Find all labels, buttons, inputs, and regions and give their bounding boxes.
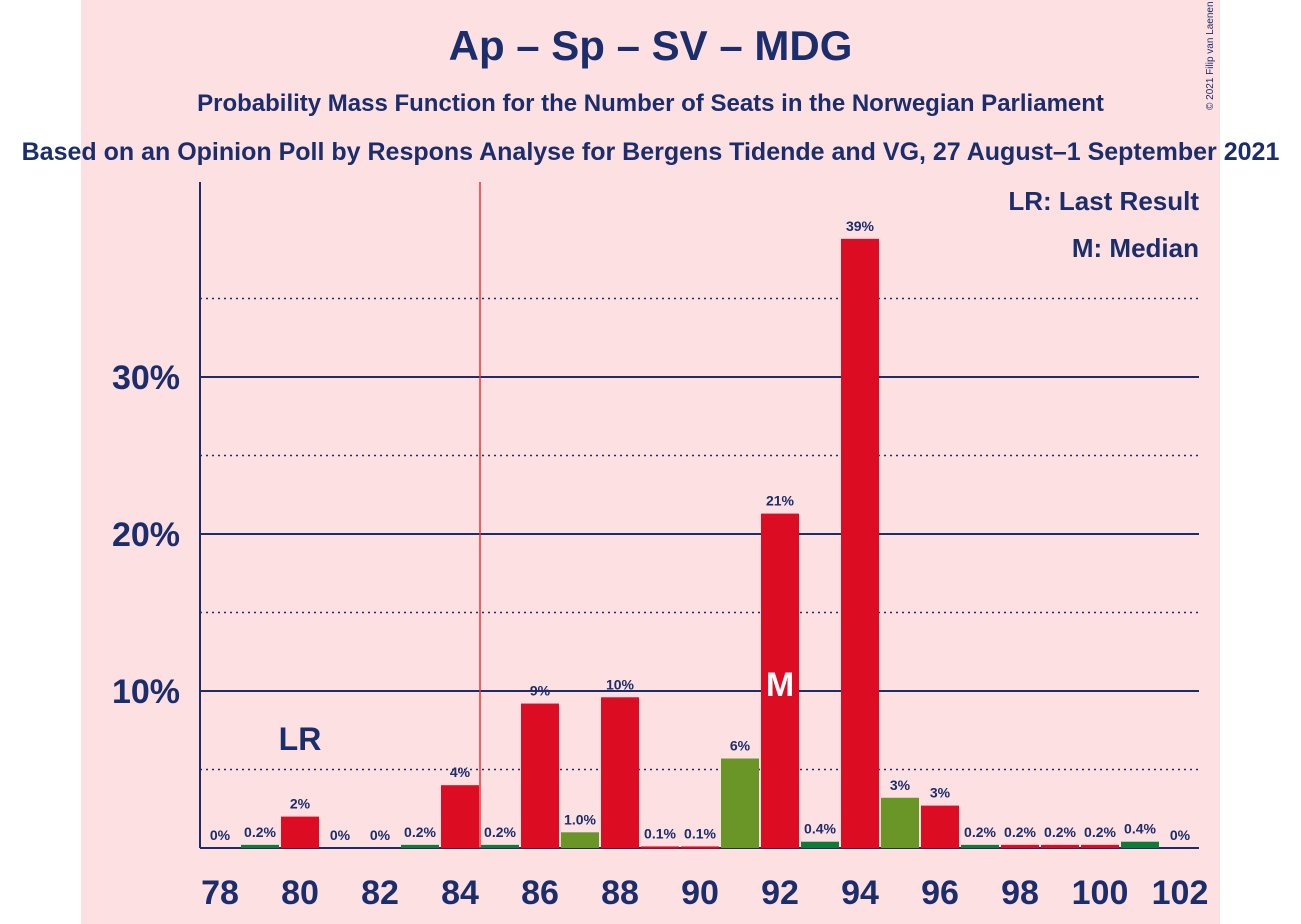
bar-seat-80 bbox=[281, 816, 319, 848]
bar-data-label: 10% bbox=[606, 676, 635, 692]
bar-data-label: 0.2% bbox=[244, 824, 276, 840]
bar-seat-101 bbox=[1121, 841, 1159, 848]
bar-seat-100 bbox=[1081, 844, 1119, 848]
last-result-marker: LR bbox=[279, 721, 322, 757]
x-tick-label: 92 bbox=[761, 874, 799, 912]
bar-seat-95 bbox=[881, 797, 919, 848]
median-marker: M bbox=[766, 666, 794, 704]
x-tick-label: 90 bbox=[681, 874, 719, 912]
bar-data-label: 0.2% bbox=[1044, 824, 1076, 840]
bar-data-label: 0.2% bbox=[1004, 824, 1036, 840]
bar-data-label: 0.4% bbox=[804, 821, 836, 837]
x-tick-label: 94 bbox=[841, 874, 879, 912]
bar-data-label: 0.1% bbox=[684, 825, 716, 841]
x-tick-label: 102 bbox=[1152, 874, 1209, 912]
bar-data-label: 21% bbox=[766, 493, 795, 509]
bar-seat-99 bbox=[1041, 844, 1079, 848]
bar-seat-98 bbox=[1001, 844, 1039, 848]
bar-seat-87 bbox=[561, 832, 599, 848]
x-tick-label: 96 bbox=[921, 874, 959, 912]
bar-data-label: 0% bbox=[330, 827, 351, 843]
bar-data-label: 3% bbox=[890, 777, 911, 793]
bar-seat-83 bbox=[401, 844, 439, 848]
bar-data-label: 0% bbox=[1170, 827, 1191, 843]
bar-seat-92 bbox=[761, 513, 799, 848]
bar-data-label: 6% bbox=[730, 738, 751, 754]
bar-data-label: 0.2% bbox=[964, 824, 996, 840]
y-tick-label: 30% bbox=[112, 359, 180, 397]
bar-seat-91 bbox=[721, 758, 759, 848]
bar-seat-94 bbox=[841, 238, 879, 849]
bar-data-label: 0.2% bbox=[1084, 824, 1116, 840]
bar-data-label: 0% bbox=[210, 827, 231, 843]
y-tick-label: 10% bbox=[112, 673, 180, 711]
bar-data-label: 9% bbox=[530, 683, 551, 699]
bar-data-label: 0% bbox=[370, 827, 391, 843]
bar-seat-85 bbox=[481, 844, 519, 848]
bar-data-label: 0.1% bbox=[644, 825, 676, 841]
bar-data-label: 3% bbox=[930, 785, 951, 801]
bar-seat-86 bbox=[521, 703, 559, 848]
bar-data-label: 2% bbox=[290, 796, 311, 812]
chart-subtitle: Probability Mass Function for the Number… bbox=[197, 90, 1104, 117]
chart-title: Ap – Sp – SV – MDG bbox=[448, 22, 853, 69]
x-tick-label: 98 bbox=[1001, 874, 1039, 912]
x-tick-label: 82 bbox=[361, 874, 399, 912]
bar-seat-88 bbox=[601, 697, 639, 848]
bar-data-label: 4% bbox=[450, 764, 471, 780]
bar-seat-93 bbox=[801, 841, 839, 848]
x-tick-label: 84 bbox=[441, 874, 479, 912]
legend-last-result: LR: Last Result bbox=[1008, 186, 1199, 216]
bar-seat-90 bbox=[681, 846, 719, 849]
bar-data-label: 39% bbox=[846, 218, 875, 234]
x-tick-label: 78 bbox=[201, 874, 239, 912]
bar-data-label: 1.0% bbox=[564, 811, 596, 827]
y-tick-label: 20% bbox=[112, 516, 180, 554]
bar-data-label: 0.2% bbox=[404, 824, 436, 840]
bar-seat-89 bbox=[641, 846, 679, 849]
bar-seat-97 bbox=[961, 844, 999, 848]
bar-data-label: 0.2% bbox=[484, 824, 516, 840]
x-tick-label: 80 bbox=[281, 874, 319, 912]
bar-seat-96 bbox=[921, 805, 959, 848]
chart-source-line: Based on an Opinion Poll by Respons Anal… bbox=[21, 138, 1280, 166]
bar-seat-84 bbox=[441, 785, 479, 848]
x-tick-label: 100 bbox=[1072, 874, 1129, 912]
bar-data-label: 0.4% bbox=[1124, 821, 1156, 837]
x-tick-label: 88 bbox=[601, 874, 639, 912]
bar-seat-79 bbox=[241, 844, 279, 848]
x-tick-label: 86 bbox=[521, 874, 559, 912]
legend-median: M: Median bbox=[1072, 233, 1199, 263]
